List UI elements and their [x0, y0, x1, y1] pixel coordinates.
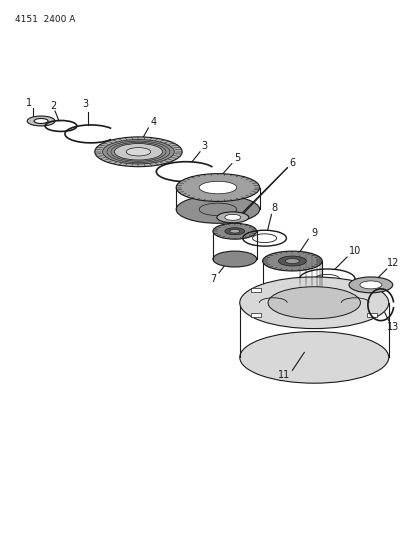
Ellipse shape	[267, 287, 360, 319]
Text: 4151  2400 A: 4151 2400 A	[15, 15, 76, 23]
Text: 5: 5	[234, 153, 240, 163]
Ellipse shape	[262, 283, 321, 303]
Text: 7: 7	[209, 274, 216, 284]
Text: 2: 2	[50, 101, 56, 111]
Text: 8: 8	[271, 204, 277, 213]
Text: 4: 4	[150, 117, 156, 127]
Ellipse shape	[199, 203, 236, 216]
Ellipse shape	[199, 181, 236, 194]
Ellipse shape	[114, 143, 162, 160]
Ellipse shape	[216, 212, 248, 223]
Ellipse shape	[126, 148, 151, 156]
Ellipse shape	[348, 277, 392, 293]
Ellipse shape	[34, 118, 48, 124]
Ellipse shape	[278, 256, 306, 266]
Ellipse shape	[229, 229, 239, 233]
FancyBboxPatch shape	[366, 288, 376, 292]
Text: 10: 10	[348, 246, 360, 256]
Ellipse shape	[285, 259, 299, 263]
Ellipse shape	[224, 228, 244, 235]
Ellipse shape	[239, 277, 388, 328]
Text: 9: 9	[310, 228, 317, 238]
Ellipse shape	[176, 174, 259, 201]
Ellipse shape	[27, 116, 55, 126]
Ellipse shape	[239, 332, 388, 383]
Ellipse shape	[176, 196, 259, 223]
FancyBboxPatch shape	[251, 288, 261, 292]
Text: 1: 1	[26, 98, 32, 108]
Text: 12: 12	[386, 258, 398, 268]
Text: 6: 6	[289, 158, 295, 168]
Ellipse shape	[224, 214, 240, 220]
Ellipse shape	[212, 223, 256, 239]
Ellipse shape	[94, 137, 182, 167]
FancyBboxPatch shape	[366, 313, 376, 318]
Text: 13: 13	[386, 321, 398, 332]
Text: 3: 3	[200, 141, 207, 151]
Text: 3: 3	[83, 99, 89, 109]
Ellipse shape	[212, 251, 256, 267]
Ellipse shape	[102, 140, 174, 164]
Text: 11: 11	[278, 370, 290, 380]
Ellipse shape	[359, 281, 381, 289]
FancyBboxPatch shape	[251, 313, 261, 318]
Ellipse shape	[262, 251, 321, 271]
